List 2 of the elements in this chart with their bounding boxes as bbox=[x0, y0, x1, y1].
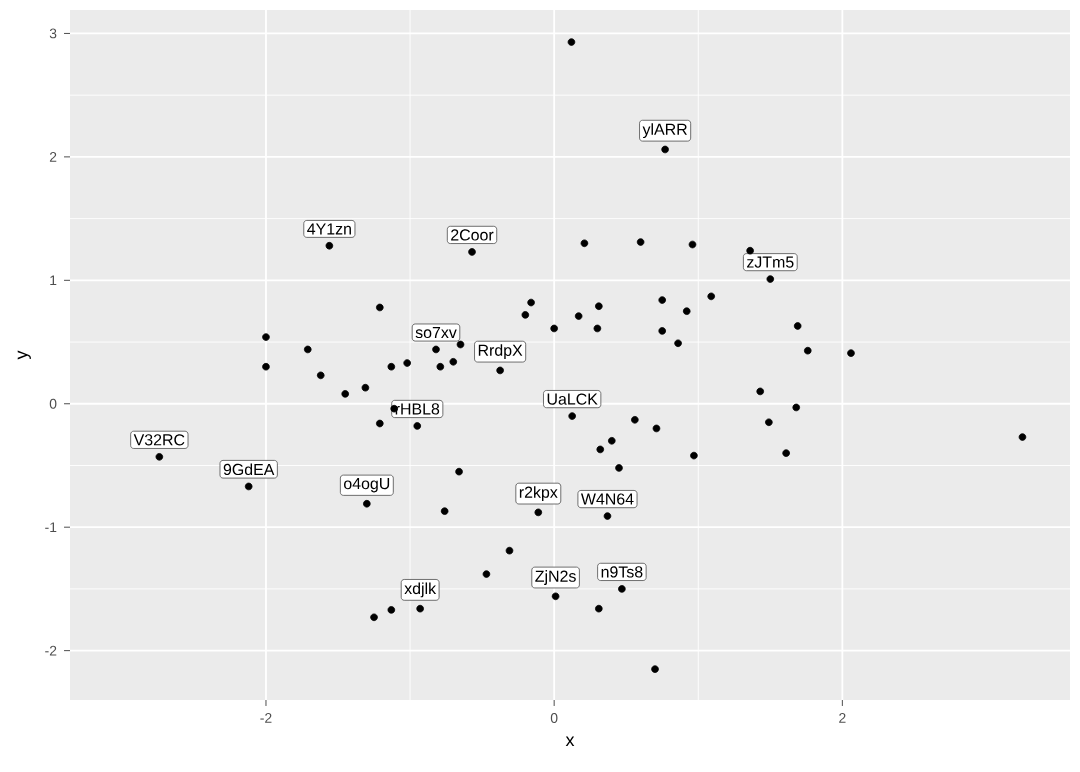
y-axis-title: y bbox=[17, 350, 31, 360]
x-axis-title: x bbox=[565, 736, 575, 747]
